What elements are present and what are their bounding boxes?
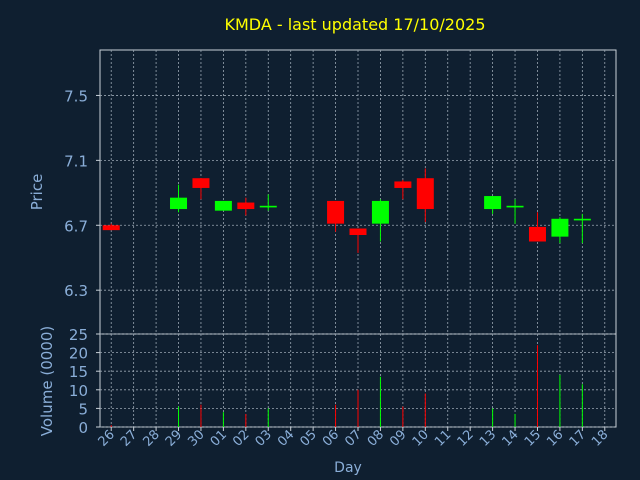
x-tick-label: 09 — [387, 427, 409, 449]
candle-body — [573, 218, 591, 221]
price-tick-label: 7.1 — [64, 152, 88, 170]
x-tick-label: 13 — [477, 427, 499, 449]
volume-tick-label: 25 — [69, 326, 88, 344]
x-tick-label: 03 — [253, 427, 275, 449]
candle-body — [506, 205, 524, 208]
chart-title: KMDA - last updated 17/10/2025 — [224, 15, 485, 34]
x-axis-label: Day — [334, 460, 362, 476]
candle-body — [349, 228, 367, 236]
candle-body — [237, 202, 255, 210]
x-tick-label: 30 — [185, 427, 207, 449]
candle-body — [394, 181, 412, 188]
x-tick-label: 26 — [96, 427, 118, 449]
x-axis: 26 27 28 29 30 01 02 03 04 05 06 07 08 09 10 11 12 13 14 15… — [96, 427, 611, 450]
price-tick-label: 6.3 — [64, 282, 88, 300]
x-tick-label: 05 — [298, 427, 320, 449]
price-tick-label: 7.5 — [64, 87, 88, 105]
x-tick-label: 06 — [320, 427, 342, 449]
x-tick-label: 01 — [208, 427, 230, 449]
candle-body — [214, 200, 232, 211]
candle-body — [102, 225, 120, 231]
candle-body — [327, 200, 345, 224]
candle-body — [484, 196, 502, 210]
x-tick-label: 02 — [230, 427, 252, 449]
price-panel: 6.3 6.7 7.1 7.5 — [64, 49, 617, 335]
volume-tick-label: 5 — [78, 400, 88, 418]
candle-body — [528, 226, 546, 242]
candle-body — [192, 178, 210, 188]
x-tick-label: 14 — [499, 427, 521, 449]
candle-body — [551, 218, 569, 237]
candle-body — [371, 200, 389, 224]
x-tick-label: 10 — [410, 427, 432, 449]
candle-body — [416, 178, 434, 210]
x-tick-label: 18 — [589, 427, 611, 449]
x-tick-label: 29 — [163, 427, 185, 449]
x-tick-label: 17 — [567, 427, 589, 449]
candle-body — [259, 205, 277, 208]
x-tick-label: 16 — [544, 427, 566, 449]
price-tick-label: 6.7 — [64, 217, 88, 235]
x-tick-label: 27 — [118, 427, 140, 449]
x-tick-label: 11 — [432, 427, 454, 449]
x-tick-label: 12 — [455, 427, 477, 449]
x-tick-label: 15 — [522, 427, 544, 449]
x-tick-label: 28 — [140, 427, 162, 449]
x-tick-label: 07 — [342, 427, 364, 449]
price-axis-label: Price — [28, 174, 46, 211]
volume-tick-label: 0 — [78, 419, 88, 437]
volume-axis-label: Volume (0000) — [38, 326, 56, 436]
volume-tick-label: 15 — [69, 363, 88, 381]
x-tick-label: 08 — [365, 427, 387, 449]
volume-tick-label: 10 — [69, 382, 88, 400]
candle-body — [170, 197, 188, 210]
x-tick-label: 04 — [275, 427, 297, 449]
volume-tick-label: 20 — [69, 345, 88, 363]
